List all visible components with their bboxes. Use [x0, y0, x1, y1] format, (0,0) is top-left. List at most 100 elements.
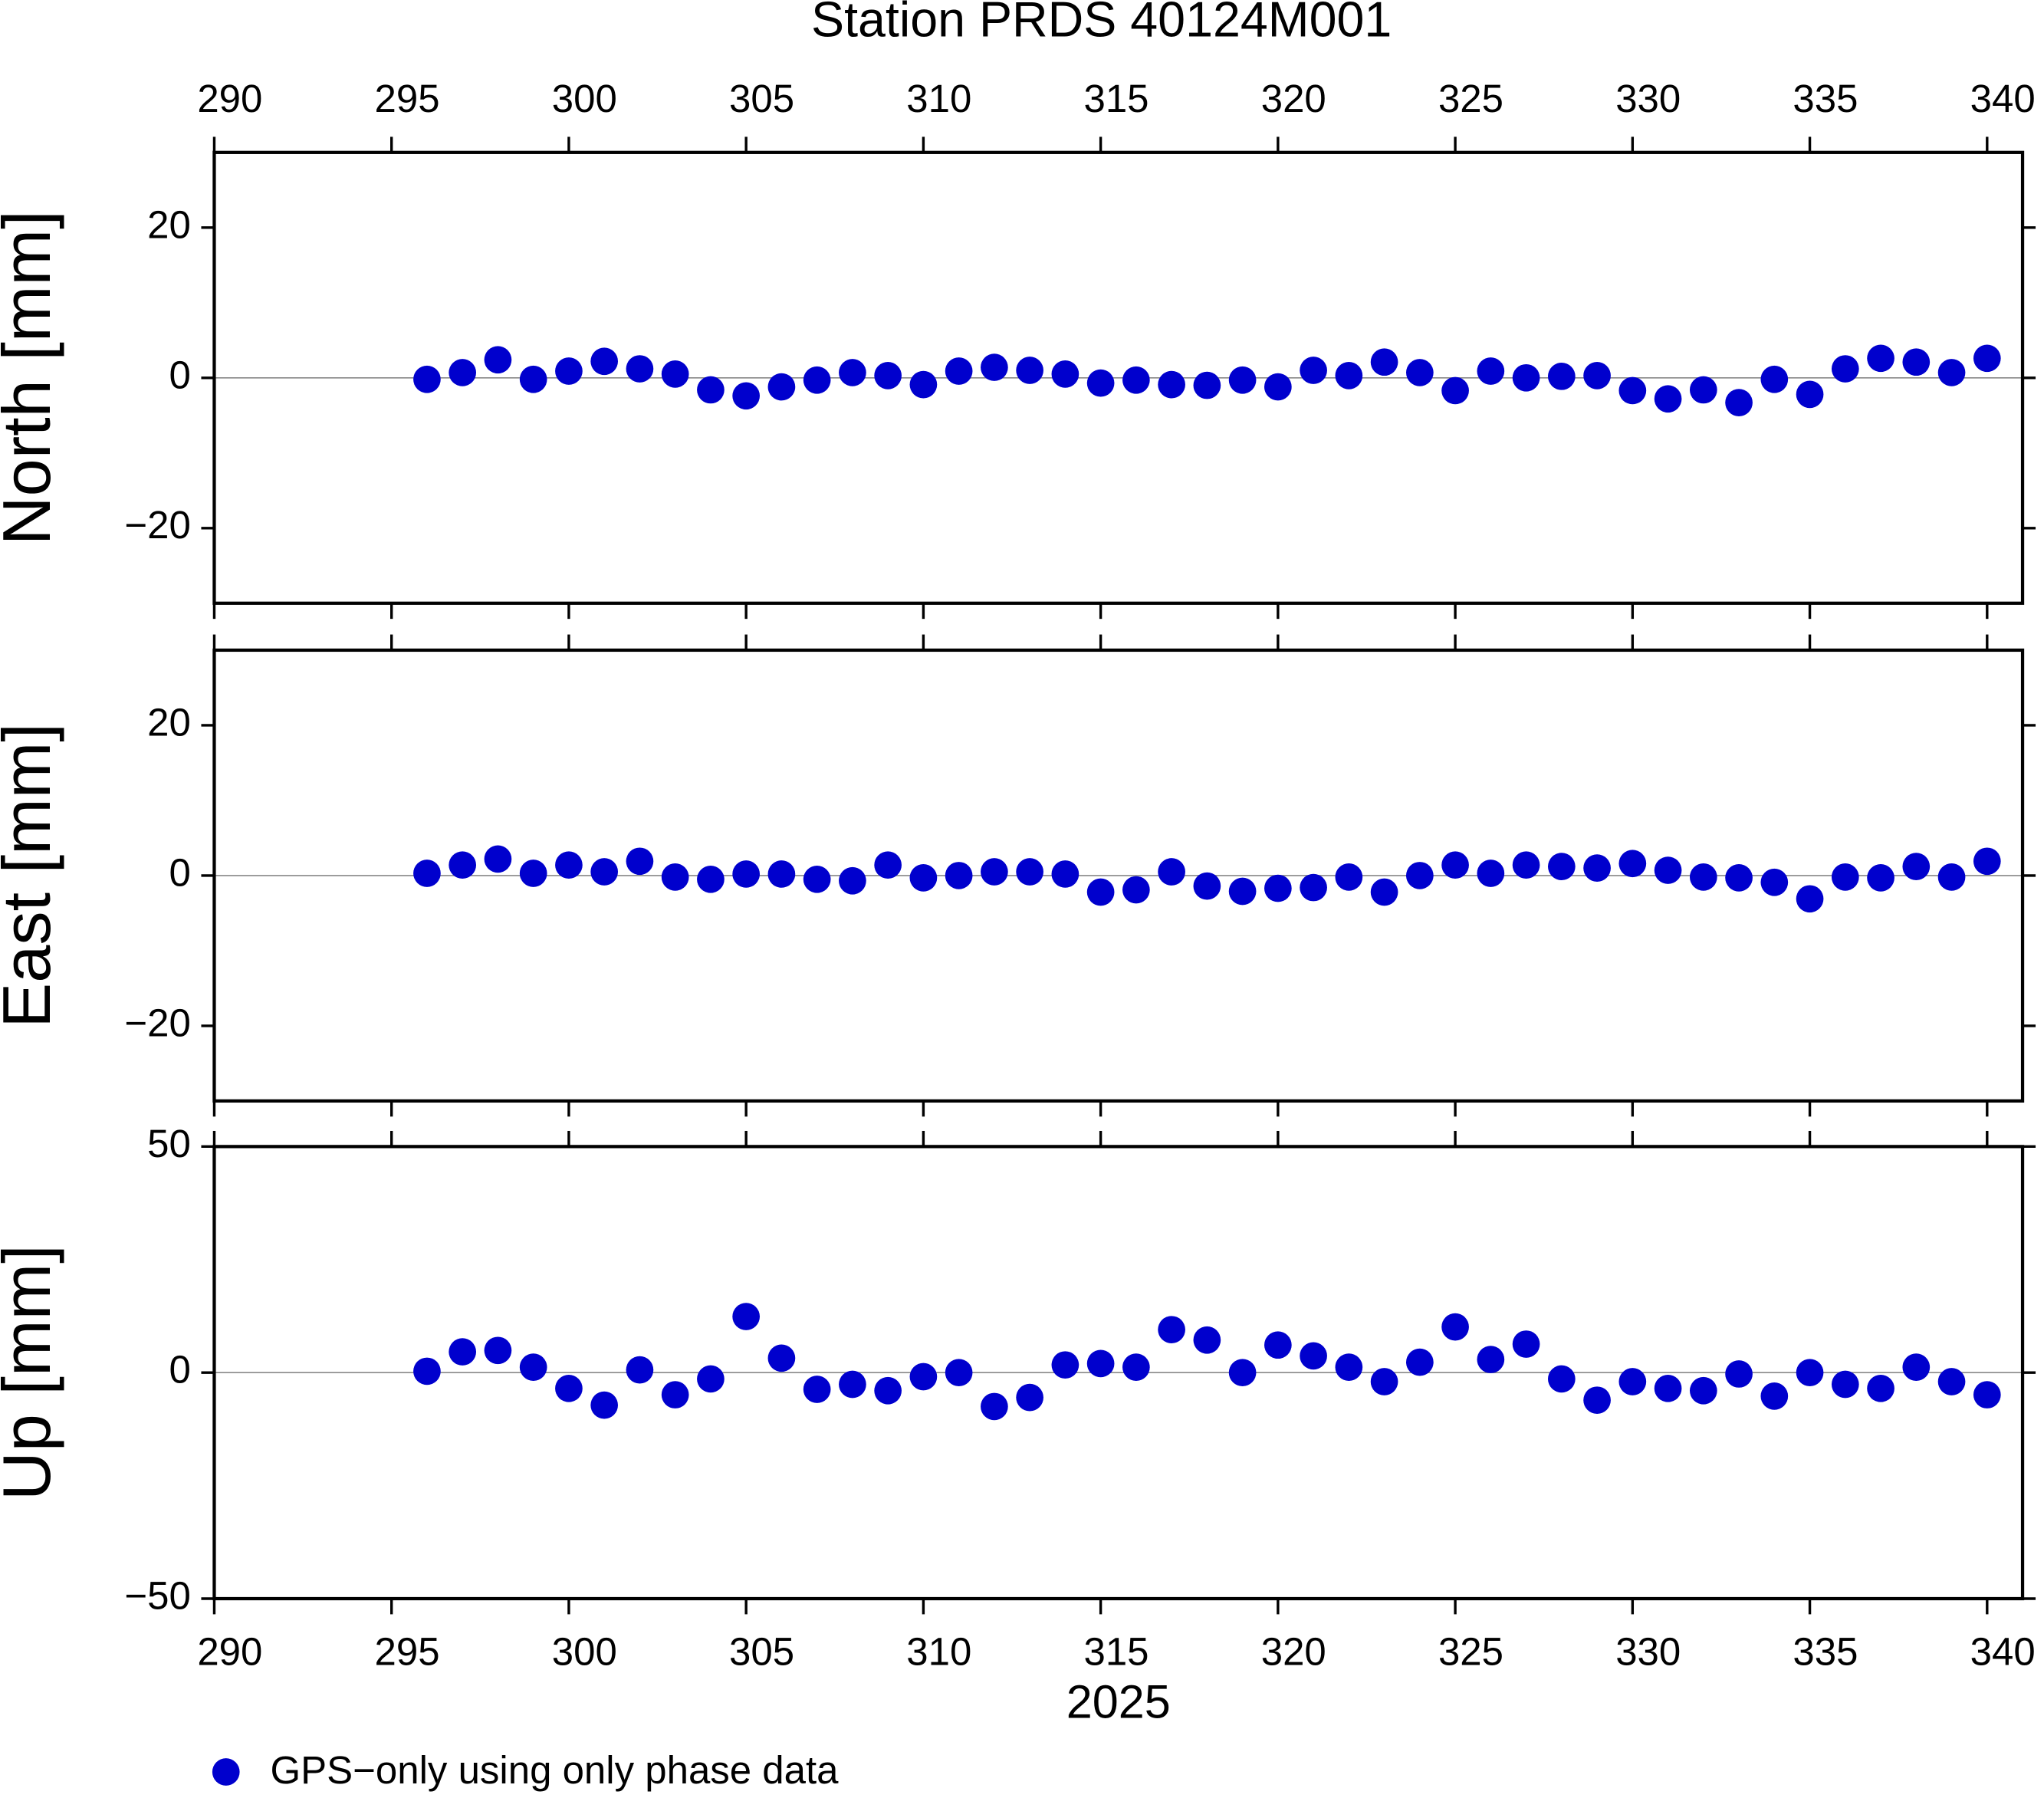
y-tick-label: 0 — [169, 353, 191, 396]
data-point — [1654, 856, 1682, 884]
data-point — [1264, 874, 1292, 902]
x-tick-label: 325 — [1438, 77, 1503, 120]
plot-frame — [212, 1145, 2025, 1601]
data-point — [1300, 357, 1327, 384]
data-point — [1937, 359, 1966, 386]
data-point — [1831, 863, 1859, 891]
x-tick-label: 315 — [1083, 1630, 1149, 1674]
data-point — [874, 362, 902, 390]
data-point — [1406, 359, 1434, 386]
x-tick-label: 335 — [1793, 1630, 1858, 1674]
x-tick-label: 325 — [1438, 1630, 1503, 1674]
data-point — [519, 365, 547, 393]
data-point — [1016, 1383, 1043, 1412]
data-point — [413, 1357, 441, 1385]
data-point — [1193, 371, 1221, 399]
data-point — [1051, 1351, 1080, 1379]
data-point — [1441, 376, 1469, 405]
legend-marker — [212, 1758, 240, 1786]
data-point — [1796, 380, 1824, 409]
data-point — [1547, 853, 1576, 880]
data-point — [1441, 851, 1469, 879]
x-tick-label: 295 — [375, 77, 440, 120]
data-point — [1937, 1368, 1966, 1395]
data-point — [1193, 872, 1221, 900]
data-point — [803, 366, 831, 394]
data-point — [1122, 876, 1150, 904]
data-point — [1760, 1382, 1789, 1410]
data-point — [981, 353, 1008, 381]
data-point — [1441, 1313, 1469, 1341]
y-tick-label: 0 — [169, 850, 191, 894]
data-point — [1335, 362, 1363, 390]
data-point — [1158, 858, 1185, 886]
data-point — [1902, 1353, 1931, 1381]
data-point — [1618, 850, 1647, 878]
x-tick-label: 295 — [375, 1630, 440, 1674]
data-point — [1122, 1353, 1150, 1381]
data-point — [1796, 1359, 1824, 1387]
data-point — [1122, 366, 1150, 394]
data-point — [1689, 376, 1717, 404]
data-point — [590, 347, 619, 376]
data-point — [519, 860, 547, 887]
data-point — [981, 1392, 1008, 1421]
x-tick-label: 335 — [1793, 77, 1858, 120]
data-point — [1973, 1381, 2001, 1408]
data-point — [803, 865, 831, 893]
data-point — [1406, 1348, 1434, 1376]
y-tick-label: −20 — [124, 503, 190, 547]
data-point — [555, 851, 583, 879]
x-tick-label: 330 — [1615, 1630, 1681, 1674]
data-point — [484, 346, 512, 374]
data-point — [1512, 851, 1540, 879]
data-point — [626, 355, 654, 383]
data-point — [1725, 1360, 1753, 1388]
plot-frame — [212, 648, 2025, 1103]
data-point — [1867, 344, 1894, 373]
x-tick-label: 305 — [729, 1630, 794, 1674]
data-point — [1300, 873, 1327, 902]
data-point — [1016, 858, 1043, 886]
x-tick-label: 310 — [906, 1630, 971, 1674]
data-point — [1264, 373, 1292, 401]
data-point — [1228, 1359, 1257, 1387]
data-point — [732, 860, 760, 888]
data-point — [1477, 1346, 1505, 1373]
data-point — [626, 1356, 654, 1384]
data-point — [1831, 355, 1859, 383]
data-point — [981, 858, 1008, 886]
data-point — [1583, 1386, 1611, 1414]
y-tick-label: 20 — [147, 202, 191, 246]
data-point — [1902, 853, 1931, 880]
data-point — [1264, 1331, 1292, 1359]
data-point — [661, 863, 689, 891]
data-point — [1831, 1370, 1859, 1399]
x-tick-label: 305 — [729, 77, 794, 120]
data-point — [1689, 1376, 1717, 1405]
data-point — [449, 359, 477, 386]
data-point — [1193, 1326, 1221, 1354]
y-tick-label: −20 — [124, 1001, 190, 1044]
data-point — [413, 860, 441, 887]
data-point — [590, 858, 619, 886]
data-point — [1158, 1316, 1185, 1344]
data-point — [1654, 1374, 1682, 1402]
data-point — [1086, 369, 1115, 397]
data-point — [519, 1353, 547, 1381]
data-point — [1796, 885, 1824, 913]
y-axis-label: Up [mm] — [0, 1244, 64, 1501]
x-tick-label: 300 — [552, 77, 617, 120]
data-point — [839, 866, 866, 895]
y-tick-label: 20 — [147, 700, 191, 744]
data-point — [1512, 363, 1540, 392]
data-point — [484, 845, 512, 873]
data-point — [1406, 862, 1434, 889]
data-point — [555, 1374, 583, 1402]
y-axis-label: North [mm] — [0, 210, 64, 545]
data-point — [1300, 1342, 1327, 1370]
x-tick-label: 290 — [197, 77, 262, 120]
x-tick-label: 340 — [1970, 77, 2036, 120]
